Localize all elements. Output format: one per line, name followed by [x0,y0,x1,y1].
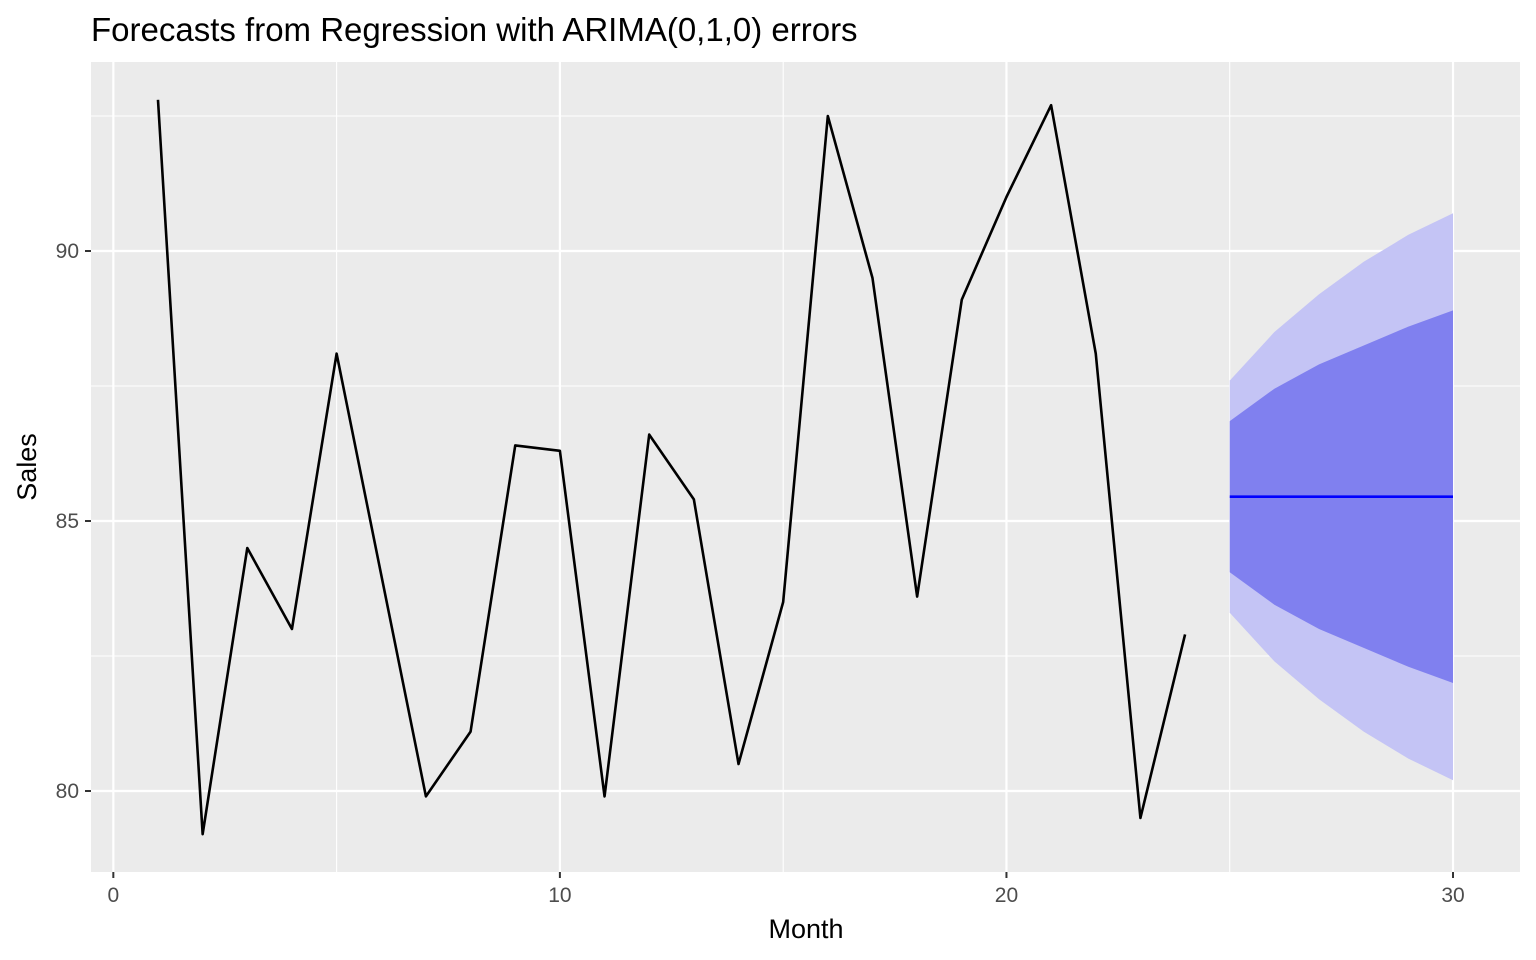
y-axis: 80 85 90 [56,240,91,803]
x-tick-label: 20 [995,884,1018,907]
y-tick-label: 85 [56,510,79,533]
x-axis: 0 10 20 30 [107,872,1465,907]
chart-title: Forecasts from Regression with ARIMA(0,1… [91,11,858,48]
x-axis-title: Month [768,914,843,944]
x-tick-label: 30 [1441,884,1464,907]
y-tick-label: 80 [56,780,79,803]
y-tick-label: 90 [56,240,79,263]
data-lines [156,99,1454,836]
y-axis-title: Sales [12,433,42,501]
x-tick-label: 0 [107,884,119,907]
observed-series-line [156,99,1187,836]
x-tick-label: 10 [548,884,571,907]
